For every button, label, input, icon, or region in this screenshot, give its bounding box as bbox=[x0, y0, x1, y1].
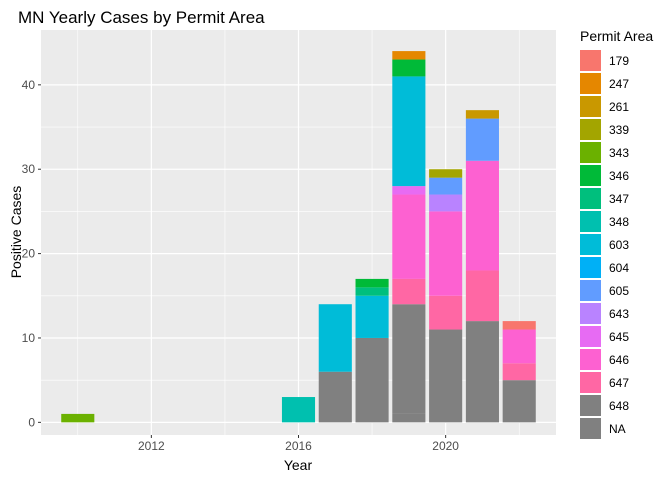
legend-key-348 bbox=[580, 211, 601, 232]
bar-segment-2019-247 bbox=[392, 51, 426, 60]
bar-segment-2019-603 bbox=[392, 76, 426, 187]
bar-segment-2022-179 bbox=[502, 321, 536, 330]
legend-label-348: 348 bbox=[609, 215, 629, 229]
legend-label-605: 605 bbox=[609, 284, 629, 298]
bar-segment-2020-647 bbox=[429, 295, 463, 330]
bar-segment-2019-646 bbox=[392, 194, 426, 279]
legend-key-261 bbox=[580, 96, 601, 117]
legend-label-347: 347 bbox=[609, 192, 629, 206]
bar-segment-2020-648 bbox=[429, 329, 463, 423]
legend-label-343: 343 bbox=[609, 146, 629, 160]
legend-key-179 bbox=[580, 50, 601, 71]
legend: 179 247 261 339 343 346 347 348 603 604 605 643 645 6… bbox=[580, 50, 629, 439]
legend-key-347 bbox=[580, 188, 601, 209]
legend-key-346 bbox=[580, 165, 601, 186]
x-axis-ticks: 2012 2016 2020 bbox=[138, 435, 459, 453]
legend-key-647 bbox=[580, 372, 601, 393]
bar-segment-2020-605 bbox=[429, 177, 463, 195]
bar-segment-2017-603 bbox=[318, 304, 352, 372]
legend-key-604 bbox=[580, 257, 601, 278]
legend-label-179: 179 bbox=[609, 54, 629, 68]
legend-key-646 bbox=[580, 349, 601, 370]
bar-segment-2018-346 bbox=[355, 278, 389, 288]
legend-label-645: 645 bbox=[609, 330, 629, 344]
y-tick-label: 0 bbox=[28, 415, 35, 429]
y-tick-label: 30 bbox=[22, 162, 36, 176]
legend-label-643: 643 bbox=[609, 307, 629, 321]
bar-segment-2021-605 bbox=[465, 118, 499, 161]
legend-key-247 bbox=[580, 73, 601, 94]
legend-key-NA bbox=[580, 418, 601, 439]
bar-segment-2021-647 bbox=[465, 270, 499, 322]
y-tick-label: 10 bbox=[22, 331, 36, 345]
bar-segment-2016-348 bbox=[281, 397, 316, 423]
legend-key-603 bbox=[580, 234, 601, 255]
bar-segment-2022-646 bbox=[502, 329, 536, 364]
y-tick-label: 20 bbox=[22, 247, 36, 261]
y-axis-title: Positive Cases bbox=[8, 186, 24, 279]
bar-segment-2021-646 bbox=[465, 160, 499, 271]
bar-segment-2019-346 bbox=[392, 59, 426, 77]
bar-segment-2019-645 bbox=[392, 186, 426, 195]
legend-label-646: 646 bbox=[609, 353, 629, 367]
bar-segment-2020-643 bbox=[429, 194, 463, 212]
bar-segment-2010-343 bbox=[61, 413, 95, 423]
legend-label-604: 604 bbox=[609, 261, 629, 275]
x-axis-title: Year bbox=[284, 457, 313, 473]
y-tick-label: 40 bbox=[22, 78, 36, 92]
legend-key-648 bbox=[580, 395, 601, 416]
legend-label-346: 346 bbox=[609, 169, 629, 183]
legend-key-343 bbox=[580, 142, 601, 163]
legend-label-339: 339 bbox=[609, 123, 629, 137]
legend-key-645 bbox=[580, 326, 601, 347]
x-tick-label: 2016 bbox=[285, 439, 312, 453]
bar-segment-2022-647 bbox=[502, 363, 536, 381]
bar-segment-2021-261 bbox=[465, 110, 499, 119]
legend-label-261: 261 bbox=[609, 100, 629, 114]
x-tick-label: 2020 bbox=[432, 439, 459, 453]
bar-segment-2019-647 bbox=[392, 278, 426, 305]
legend-title: Permit Area bbox=[580, 28, 653, 44]
legend-label-NA: NA bbox=[609, 422, 626, 436]
bar-segment-2017-NA bbox=[318, 371, 352, 423]
x-tick-label: 2012 bbox=[138, 439, 165, 453]
bar-segment-2018-603 bbox=[355, 295, 389, 338]
bar-segment-2019-NA bbox=[392, 413, 426, 423]
bar-segment-2018-NA bbox=[355, 337, 389, 423]
y-axis-ticks: 0 10 20 30 40 bbox=[22, 78, 41, 429]
bar-segment-2020-646 bbox=[429, 211, 463, 296]
chart-title: MN Yearly Cases by Permit Area bbox=[18, 8, 265, 27]
bar-segment-2021-648 bbox=[465, 321, 499, 423]
legend-label-647: 647 bbox=[609, 376, 629, 390]
legend-key-339 bbox=[580, 119, 601, 140]
legend-key-605 bbox=[580, 280, 601, 301]
legend-key-643 bbox=[580, 303, 601, 324]
bar-segment-2019-648 bbox=[392, 304, 426, 414]
bar-segment-2020-339 bbox=[429, 169, 463, 178]
bar-segment-2018-347 bbox=[355, 287, 389, 296]
bars bbox=[61, 51, 536, 423]
legend-label-603: 603 bbox=[609, 238, 629, 252]
bar-segment-2022-648 bbox=[502, 380, 536, 423]
legend-label-247: 247 bbox=[609, 77, 629, 91]
legend-label-648: 648 bbox=[609, 399, 629, 413]
